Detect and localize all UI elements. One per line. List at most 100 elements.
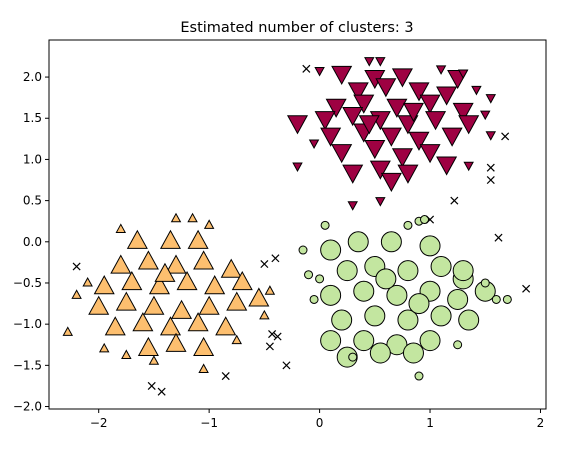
noise-point-0 [302,64,311,73]
series-2-core-point-0 [126,229,148,249]
series-1-core-point-21 [353,330,375,352]
series-1-core-point-10 [353,280,375,302]
series-0-core-point-7 [436,86,458,106]
series-2-core-point-20 [248,287,270,307]
x-tick-label-1: −1 [200,416,218,430]
series-0-core-point-14 [314,111,336,131]
series-1-core-point-2 [380,231,402,253]
x-tick-label-3: 1 [426,416,434,430]
series-2-core-point-8 [93,275,115,295]
series-0-core-point-5 [375,78,397,98]
series-0-border-point-7 [292,162,303,173]
series-1-core-point-11 [386,284,408,306]
series-2-border-point-4 [71,289,82,299]
series-1-border-point-6 [309,294,319,304]
series-0-border-point-3 [457,69,469,79]
series-1-core-point-6 [397,260,419,282]
series-0-border-point-4 [471,85,482,96]
series-0-core-point-30 [342,164,364,184]
series-1-border-point-10 [502,294,512,304]
series-2-core-point-28 [193,336,215,356]
series-2-border-point-9 [231,334,243,345]
series-2-core-point-18 [198,295,220,315]
series-0-border-point-8 [463,161,474,172]
series-0-core-point-33 [380,172,402,193]
series-2-core-point-25 [215,316,237,336]
series-0-core-point-25 [331,144,353,164]
series-1-core-point-28 [408,293,430,315]
noise-point-4 [450,196,459,205]
series-2-core-point-6 [193,250,215,270]
series-2-core-point-19 [226,291,248,311]
series-1-border-point-3 [420,215,430,225]
series-2-border-point-5 [62,326,74,336]
x-tick-label-4: 2 [537,416,545,430]
noise-point-10 [260,260,269,269]
series-0-core-point-32 [397,164,419,184]
chart-title: Estimated number of clusters: 3 [180,20,413,36]
series-0-core-point-18 [425,111,447,131]
series-1-core-point-25 [369,342,391,364]
series-2-core-point-17 [171,299,193,319]
y-tick-label-5: 0.5 [23,194,42,208]
series-0-border-point-5 [485,94,497,104]
noise-point-14 [282,361,291,370]
noise-point-6 [494,233,503,242]
series-0-border-point-13 [435,65,447,75]
series-0-border-point-12 [480,110,491,121]
series-1-core-point-19 [458,309,480,331]
series-0-core-point-35 [402,102,424,123]
series-2-core-point-2 [187,229,209,249]
series-0-border-point-10 [347,201,358,211]
noise-point-15 [221,372,230,381]
x-tick-label-0: −2 [90,416,108,430]
series-1-core-point-13 [447,288,469,310]
series-1-core-point-3 [419,235,441,257]
series-1-core-point-29 [452,260,474,282]
x-axis: −2 −1 0 1 2 [90,409,544,430]
series-0-core-point-0 [331,65,353,85]
series-0-core-point-11 [419,94,441,114]
noise-point-13 [265,342,274,351]
noise-point-7 [522,284,531,293]
series-2-core-point-12 [204,275,226,295]
series-0-core-point-24 [441,127,463,147]
series-2-core-point-24 [187,312,209,332]
series-2-core-point-10 [148,275,170,295]
series-2-border-point-2 [115,223,127,233]
series-0-core-point-10 [386,98,408,118]
series-1-border-point-12 [453,340,463,350]
series-1-core-point-4 [336,260,358,282]
series-2-border-point-6 [98,342,110,353]
series-1-core-point-0 [320,239,342,261]
noise-point-12 [273,332,282,341]
series-1-core-point-15 [331,309,353,331]
series-2-core-point-3 [110,254,132,274]
series-1-border-point-13 [480,278,490,288]
y-tick-label-1: −1.5 [13,358,42,372]
series-0-border-point-0 [364,57,375,67]
series-1-border-point-7 [348,352,358,362]
noise-point-5 [426,215,435,224]
y-tick-label-3: −0.5 [13,276,42,290]
series-2-border-point-1 [203,219,215,229]
series-2-core-point-11 [176,270,198,291]
series-0-core-point-23 [408,131,430,151]
series-2-border-point-11 [259,309,270,320]
series-1-core-point-23 [419,330,441,352]
series-2-border-point-13 [148,355,160,365]
series-0-core-point-22 [380,127,402,147]
series-2-core-point-27 [165,332,187,352]
series-1-core-point-9 [320,284,342,306]
series-1-border-point-0 [320,220,330,230]
series-2-core-point-23 [159,316,182,336]
series-2-core-point-9 [121,270,143,291]
series-0-core-point-28 [419,144,441,164]
noise-point-11 [268,330,277,339]
series-0-core-point-6 [408,82,430,102]
series-0-core-point-31 [369,160,391,180]
noise-point-16 [147,381,156,390]
y-tick-label-7: 1.5 [23,111,42,125]
noise-point-17 [157,387,166,396]
